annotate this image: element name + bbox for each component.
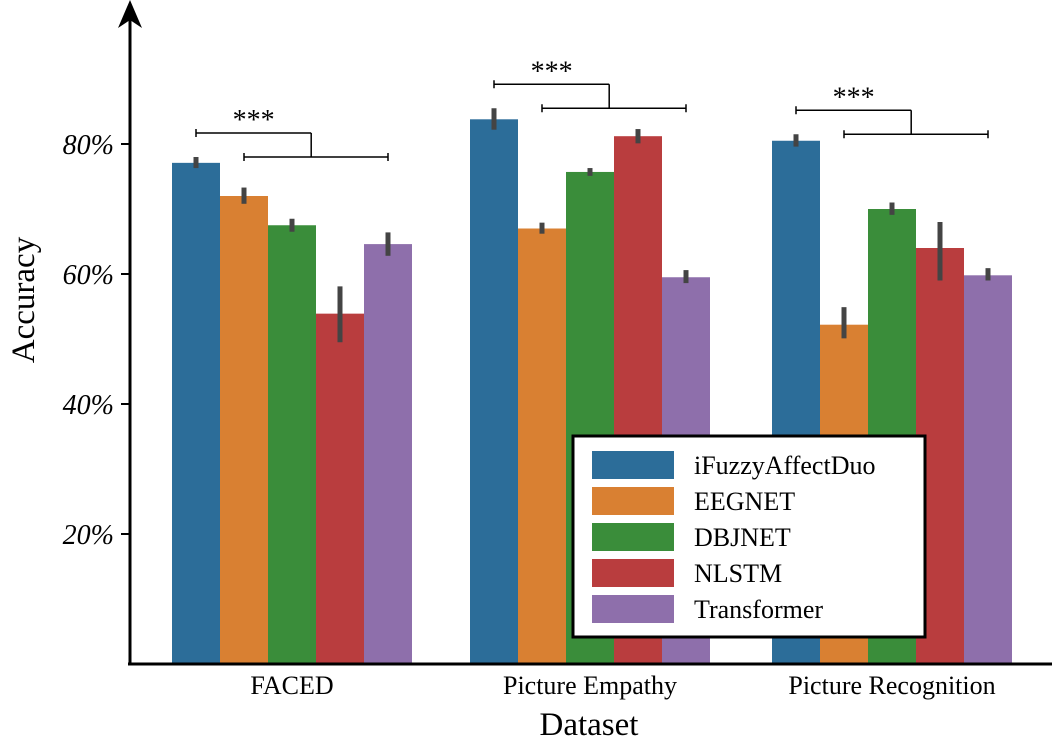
legend-swatch-dbjnet [592, 523, 674, 551]
significance-bracket: *** [195, 105, 389, 161]
legend-swatch-transformer [592, 595, 674, 623]
axes [118, 0, 1052, 666]
y-axis-label: Accuracy [6, 236, 42, 363]
significance-bracket: *** [493, 56, 687, 113]
legend-label-dbjnet: DBJNET [694, 523, 791, 552]
legend-label-eegnet: EEGNET [694, 487, 795, 516]
bar-dbjnet-faced [268, 225, 316, 664]
y-tick-label: 80% [63, 130, 114, 161]
bar-nlstm-faced [316, 313, 364, 664]
legend-label-nlstm: NLSTM [694, 559, 782, 588]
y-axis-arrow-icon [118, 0, 142, 28]
significance-layer: *** *** *** [195, 56, 989, 161]
y-tick-label: 40% [63, 390, 114, 421]
x-axis-label: Dataset [540, 707, 639, 743]
x-tick-label: FACED [250, 671, 333, 700]
y-tick-label: 60% [63, 260, 114, 291]
bar-ifuzzyaffectduo-faced [172, 162, 220, 664]
x-tick-labels: FACED Picture Empathy Picture Recognition [250, 671, 995, 700]
legend-swatch-eegnet [592, 487, 674, 515]
bar-ifuzzyaffectduo-picture-empathy [470, 119, 518, 665]
y-tick-label: 20% [63, 520, 114, 551]
significance-label: *** [833, 82, 875, 113]
legend: iFuzzyAffectDuo EEGNET DBJNET NLSTM Transfor… [571, 434, 927, 639]
legend-swatch-nlstm [592, 559, 674, 587]
bar-transformer-faced [364, 244, 412, 664]
significance-label: *** [233, 105, 275, 136]
legend-swatch-ifuzzyaffectduo [592, 451, 674, 479]
legend-label-transformer: Transformer [694, 595, 823, 624]
legend-label-ifuzzyaffectduo: iFuzzyAffectDuo [694, 451, 875, 480]
significance-label: *** [531, 56, 573, 87]
x-tick-label: Picture Empathy [503, 671, 677, 700]
bar-eegnet-faced [220, 196, 268, 664]
significance-bracket: *** [795, 82, 989, 139]
x-tick-label: Picture Recognition [788, 671, 995, 700]
bar-transformer-picture-recognition [964, 275, 1012, 664]
bar-eegnet-picture-empathy [518, 228, 566, 664]
y-ticks: 20% 40% 60% 80% [63, 130, 130, 551]
